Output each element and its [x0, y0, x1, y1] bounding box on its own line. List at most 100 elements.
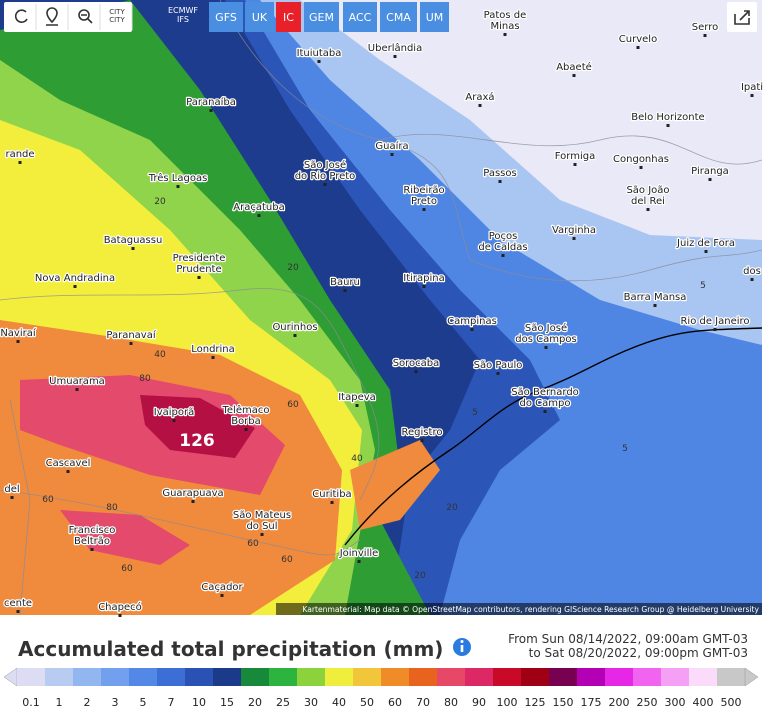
- city-dot: [90, 548, 94, 551]
- city-dot: [172, 419, 176, 422]
- border: [0, 489, 361, 556]
- city-label: Bataguassu: [104, 235, 163, 246]
- border: [219, 0, 471, 261]
- model-button[interactable]: [380, 2, 417, 32]
- period: From Sun 08/14/2022, 09:00am GMT-03: [508, 632, 748, 646]
- city-label: de Caldas: [478, 242, 527, 253]
- city-dot: [73, 285, 77, 288]
- legend-swatch: [101, 668, 129, 686]
- contour-label: 60: [121, 564, 133, 574]
- legend-swatch: [605, 668, 633, 686]
- border: [469, 249, 762, 282]
- model-button-label[interactable]: CMA: [386, 11, 411, 24]
- city-label: Naviraí: [0, 327, 37, 339]
- contour-label: 20: [414, 571, 426, 581]
- city: São Paulo: [472, 359, 524, 375]
- city-label: Ourinhos: [272, 322, 317, 333]
- legend-label: 25: [276, 696, 290, 709]
- legend-label: 5: [140, 696, 147, 709]
- legend-label: 1: [56, 696, 63, 709]
- legend-swatch: [17, 668, 45, 686]
- model-button-label[interactable]: UM: [426, 11, 444, 24]
- city-label: Bauru: [330, 277, 360, 288]
- city: Registro: [400, 426, 444, 442]
- model-button[interactable]: [304, 2, 339, 32]
- city-label: do Campo: [520, 398, 571, 409]
- model-button[interactable]: [276, 2, 301, 32]
- city-label: Telêmaco: [222, 404, 270, 416]
- city: Curitiba: [311, 488, 353, 504]
- legend-swatch: [381, 668, 409, 686]
- city: Ivaiporã: [153, 406, 195, 422]
- model-button[interactable]: [209, 2, 243, 32]
- city-label: Serro: [692, 22, 718, 33]
- boundaries: [0, 0, 762, 615]
- city: Itapeva: [337, 391, 377, 407]
- model-button-label[interactable]: IC: [283, 11, 294, 24]
- city-dot: [470, 328, 474, 331]
- city-label: do Sul: [246, 521, 277, 532]
- map-layer[interactable]: [0, 0, 762, 615]
- city-dot: [16, 610, 20, 613]
- city-label: São José: [525, 322, 567, 334]
- city: Barra Mansa: [622, 291, 688, 307]
- zoom-icon[interactable]: [78, 9, 93, 24]
- attribution-bg: [276, 603, 762, 615]
- attribution: Kartenmaterial: Map data © OpenStreetMap…: [302, 605, 759, 614]
- legend-swatch: [689, 668, 717, 686]
- model-button[interactable]: [343, 2, 377, 32]
- city-toggle[interactable]: CITY: [109, 16, 125, 24]
- city-dot: [544, 346, 548, 349]
- period: to Sat 08/20/2022, 09:00pm GMT-03: [529, 646, 748, 660]
- city-label: Joinville: [339, 548, 379, 559]
- model-button-label[interactable]: GEM: [309, 11, 334, 24]
- city-dot: [293, 334, 297, 337]
- legend-swatch: [129, 668, 157, 686]
- contour-label: 60: [42, 495, 54, 505]
- pin-icon[interactable]: [46, 7, 58, 26]
- city: Belo Horizonte: [630, 111, 706, 127]
- city: Paranaíba: [185, 95, 237, 112]
- city: rande: [4, 148, 36, 164]
- model-header: IFS: [177, 15, 189, 24]
- model-button[interactable]: [420, 2, 449, 32]
- model-button-label[interactable]: GFS: [215, 11, 237, 24]
- legend-label: 2: [84, 696, 91, 709]
- city-label: Prudente: [176, 264, 221, 275]
- city-label: Ivaiporã: [154, 407, 194, 418]
- legend-label: 7: [168, 696, 175, 709]
- share-icon[interactable]: [734, 10, 750, 25]
- city-dot: [66, 470, 70, 473]
- city-dot: [653, 304, 657, 307]
- model-button-label[interactable]: ACC: [349, 11, 372, 24]
- city: cente: [3, 597, 33, 613]
- city-dot: [118, 614, 122, 617]
- city-dot: [131, 247, 135, 250]
- refresh-icon[interactable]: [14, 9, 28, 23]
- city: Formiga: [554, 150, 596, 166]
- model-button[interactable]: [245, 2, 274, 32]
- city-label: rande: [5, 149, 34, 160]
- model-button-label[interactable]: UK: [252, 11, 268, 24]
- city: Chapecó: [97, 600, 143, 617]
- contour-label: 80: [139, 374, 151, 384]
- city: Joinville: [337, 547, 380, 563]
- legend-label: 40: [332, 696, 346, 709]
- city-label: dos Campos: [515, 334, 576, 345]
- city-dot: [220, 594, 224, 597]
- city-label: Poços: [489, 231, 518, 242]
- city-dot: [573, 163, 577, 166]
- city: Serro: [691, 21, 719, 37]
- city-toggle[interactable]: CITY: [109, 8, 125, 16]
- city: Araçatuba: [232, 201, 286, 217]
- legend-swatch: [717, 668, 745, 686]
- legend-swatch: [185, 668, 213, 686]
- city-dot: [16, 340, 20, 343]
- city-dot: [330, 501, 334, 504]
- city-dot: [260, 533, 264, 536]
